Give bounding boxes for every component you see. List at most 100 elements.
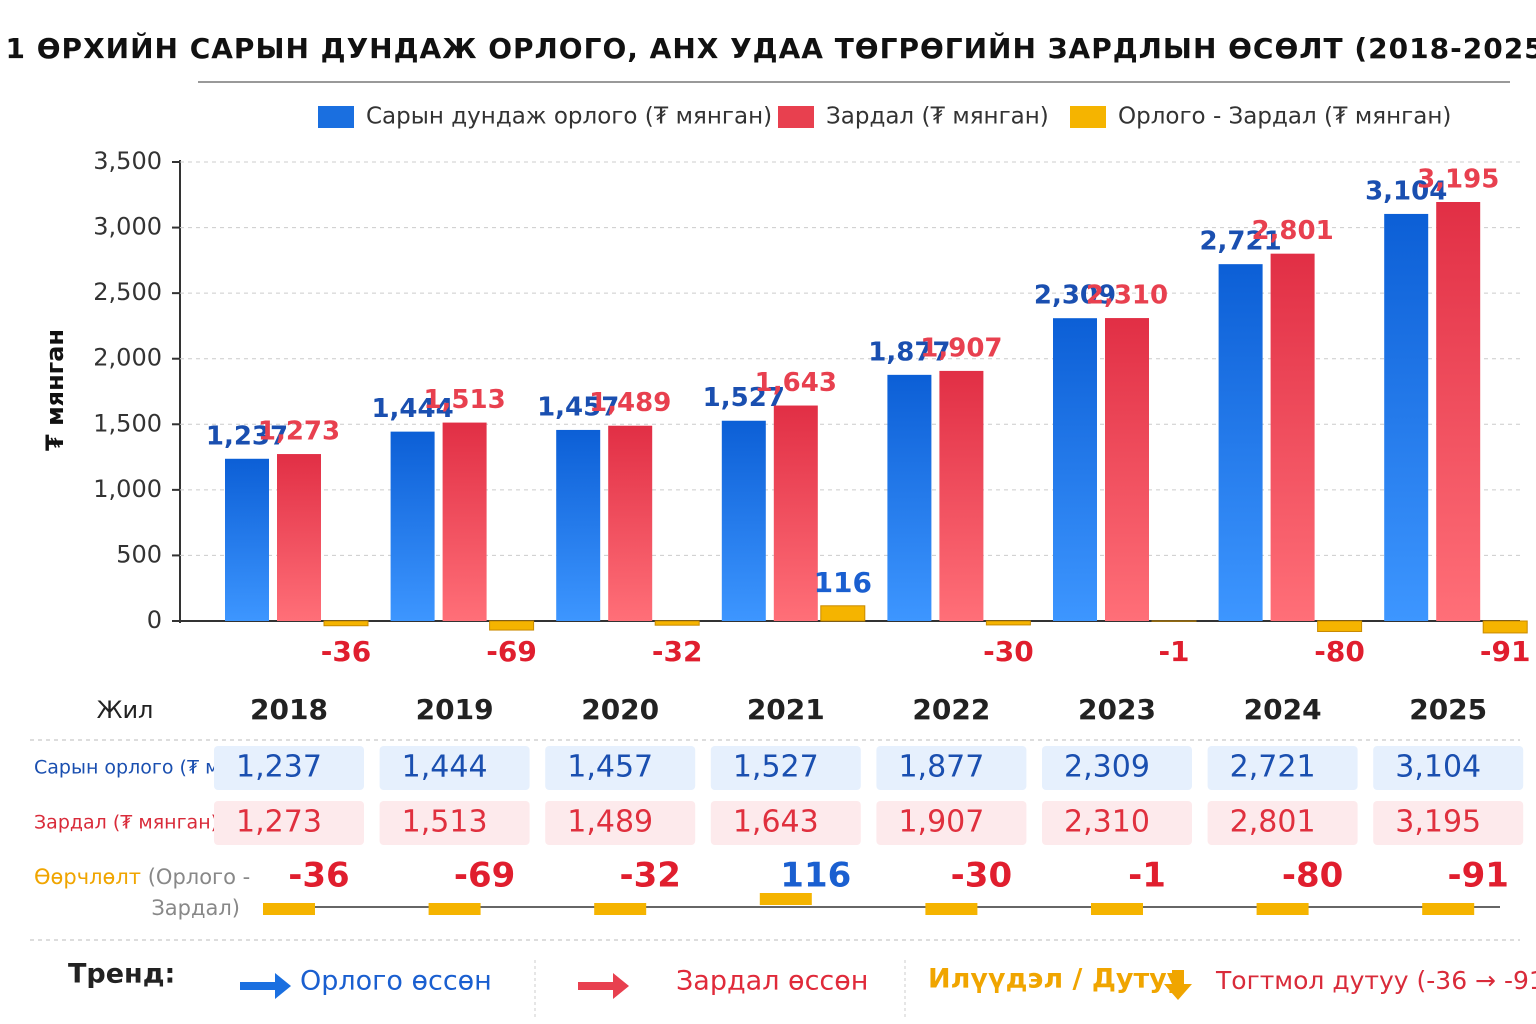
data-label: 1,457: [537, 392, 619, 422]
table-value: 1,513: [402, 805, 488, 840]
x-tick-label: 2021: [747, 693, 825, 726]
data-label: -80: [1314, 635, 1365, 668]
data-label: -1: [1158, 635, 1189, 668]
legend-label: Сарын дундаж орлого (₮ мянган): [366, 104, 772, 130]
y-tick-label: 3,500: [93, 147, 162, 175]
table-value: -32: [619, 856, 680, 896]
x-tick-label: 2024: [1244, 693, 1322, 726]
table-value: 1,237: [236, 750, 322, 785]
bar: [1218, 264, 1263, 621]
legend-swatch: [318, 106, 354, 128]
change-bar: [1091, 903, 1143, 915]
data-label: -91: [1480, 635, 1531, 668]
x-tick-label: 2025: [1409, 693, 1487, 726]
y-tick-label: 2,500: [93, 278, 162, 306]
table-header-label: Жил: [97, 696, 154, 724]
data-label: 1,444: [371, 394, 453, 424]
table-cell: [379, 746, 530, 790]
data-label: 1,273: [258, 417, 340, 447]
table-value: 2,309: [1064, 750, 1150, 785]
y-tick-label: 3,000: [93, 213, 162, 241]
table-cell: [1207, 746, 1358, 790]
table-cell: [876, 801, 1027, 845]
table-value: -91: [1447, 856, 1508, 896]
bar: [773, 405, 818, 621]
y-tick-label: 500: [116, 540, 162, 568]
table-value: 2,801: [1230, 805, 1316, 840]
y-tick-label: 2,000: [93, 344, 162, 372]
change-bar: [263, 903, 315, 915]
footer-item: Илүүдэл / Дутуу: [928, 964, 1185, 995]
table-cell: [710, 801, 861, 845]
table-cell: [214, 801, 364, 845]
data-label: 2,310: [1086, 281, 1168, 311]
table-cell: [710, 746, 861, 790]
bar: [721, 420, 766, 621]
table-value: -30: [951, 856, 1012, 896]
bar: [323, 620, 369, 627]
bar: [1053, 318, 1097, 621]
bar: [1384, 213, 1429, 622]
arrow-icon: [578, 973, 629, 999]
change-bar: [428, 903, 481, 915]
data-label: -32: [652, 635, 703, 668]
x-tick-label: 2018: [250, 693, 328, 726]
change-bar: [759, 893, 812, 905]
data-label: -30: [983, 635, 1034, 668]
table-value: 1,457: [567, 750, 653, 785]
table-cell: [379, 801, 530, 845]
data-label: 3,195: [1417, 164, 1499, 194]
bar: [1105, 318, 1149, 621]
row-label: Зардал (₮ мянган): [34, 812, 218, 834]
bar: [654, 620, 700, 626]
table-value: 1,444: [402, 750, 488, 785]
data-label: 116: [814, 566, 872, 599]
table-value: -36: [288, 856, 349, 896]
bar: [1270, 253, 1315, 621]
change-bar: [925, 903, 978, 915]
y-tick-label: 0: [147, 606, 162, 634]
bar: [939, 370, 984, 621]
data-label: 2,309: [1034, 281, 1116, 311]
table-cell: [1042, 801, 1192, 845]
x-tick-label: 2022: [912, 693, 990, 726]
data-label: 1,527: [703, 383, 785, 413]
bar: [1482, 620, 1528, 634]
data-label: 3,104: [1365, 176, 1447, 206]
data-label: -69: [486, 635, 537, 668]
data-label: 1,489: [589, 388, 671, 418]
table-cell: [545, 746, 696, 790]
y-tick-label: 1,500: [93, 409, 162, 437]
bar: [390, 431, 435, 621]
legend-label: Зардал (₮ мянган): [826, 104, 1049, 130]
bar: [820, 605, 866, 622]
data-label: 2,721: [1199, 227, 1281, 257]
footer-item: Орлого өссөн: [300, 966, 492, 997]
data-label: 1,643: [755, 368, 837, 398]
arrow-icon: [1164, 970, 1192, 1000]
table-value: 2,721: [1230, 750, 1316, 785]
table-value: 2,310: [1064, 805, 1150, 840]
table-cell: [1042, 746, 1192, 790]
table-value: 116: [780, 856, 851, 896]
bar: [1436, 201, 1481, 621]
table-value: 1,489: [567, 805, 653, 840]
table-value: 1,273: [236, 805, 322, 840]
x-tick-label: 2019: [416, 693, 494, 726]
table-value: 1,877: [898, 750, 984, 785]
footer-item: Тогтмол дутуу (-36 → -91): [1215, 966, 1536, 995]
table-value: 1,907: [898, 805, 984, 840]
table-cell: [1373, 746, 1524, 790]
data-label: 2,801: [1251, 216, 1333, 246]
data-label: 1,237: [206, 421, 288, 451]
table-value: 1,643: [733, 805, 819, 840]
change-bar: [1256, 903, 1309, 915]
table-value: 3,104: [1395, 750, 1481, 785]
table-cell: [545, 801, 696, 845]
table-value: 1,527: [733, 750, 819, 785]
data-label: 1,907: [920, 333, 1002, 363]
change-note: Зардал): [151, 896, 240, 920]
bar: [442, 422, 487, 621]
table-cell: [1207, 801, 1358, 845]
